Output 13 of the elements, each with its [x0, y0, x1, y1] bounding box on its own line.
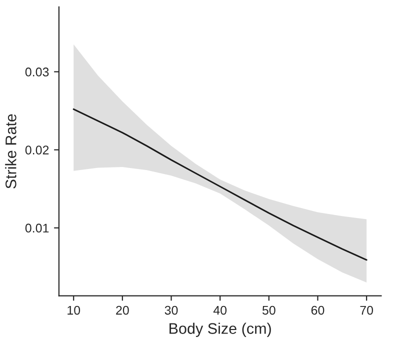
y-tick-label: 0.01 [25, 224, 49, 233]
y-tick-label: 0.03 [25, 68, 49, 76]
x-tick-label: 10 [68, 306, 80, 315]
x-tick-label: 20 [116, 306, 129, 315]
x-tick-label: 60 [311, 306, 324, 315]
x-tick-label: 40 [213, 306, 227, 315]
x-tick-label: 70 [360, 306, 374, 315]
line-series [72, 108, 368, 261]
y-axis-title: Strike Rate [5, 114, 16, 188]
x-tick-label: 50 [262, 306, 276, 315]
x-axis-title: Body Size (cm) [170, 322, 271, 337]
x-tick-label: 30 [164, 306, 178, 315]
y-tick-label: 0.02 [25, 146, 49, 154]
